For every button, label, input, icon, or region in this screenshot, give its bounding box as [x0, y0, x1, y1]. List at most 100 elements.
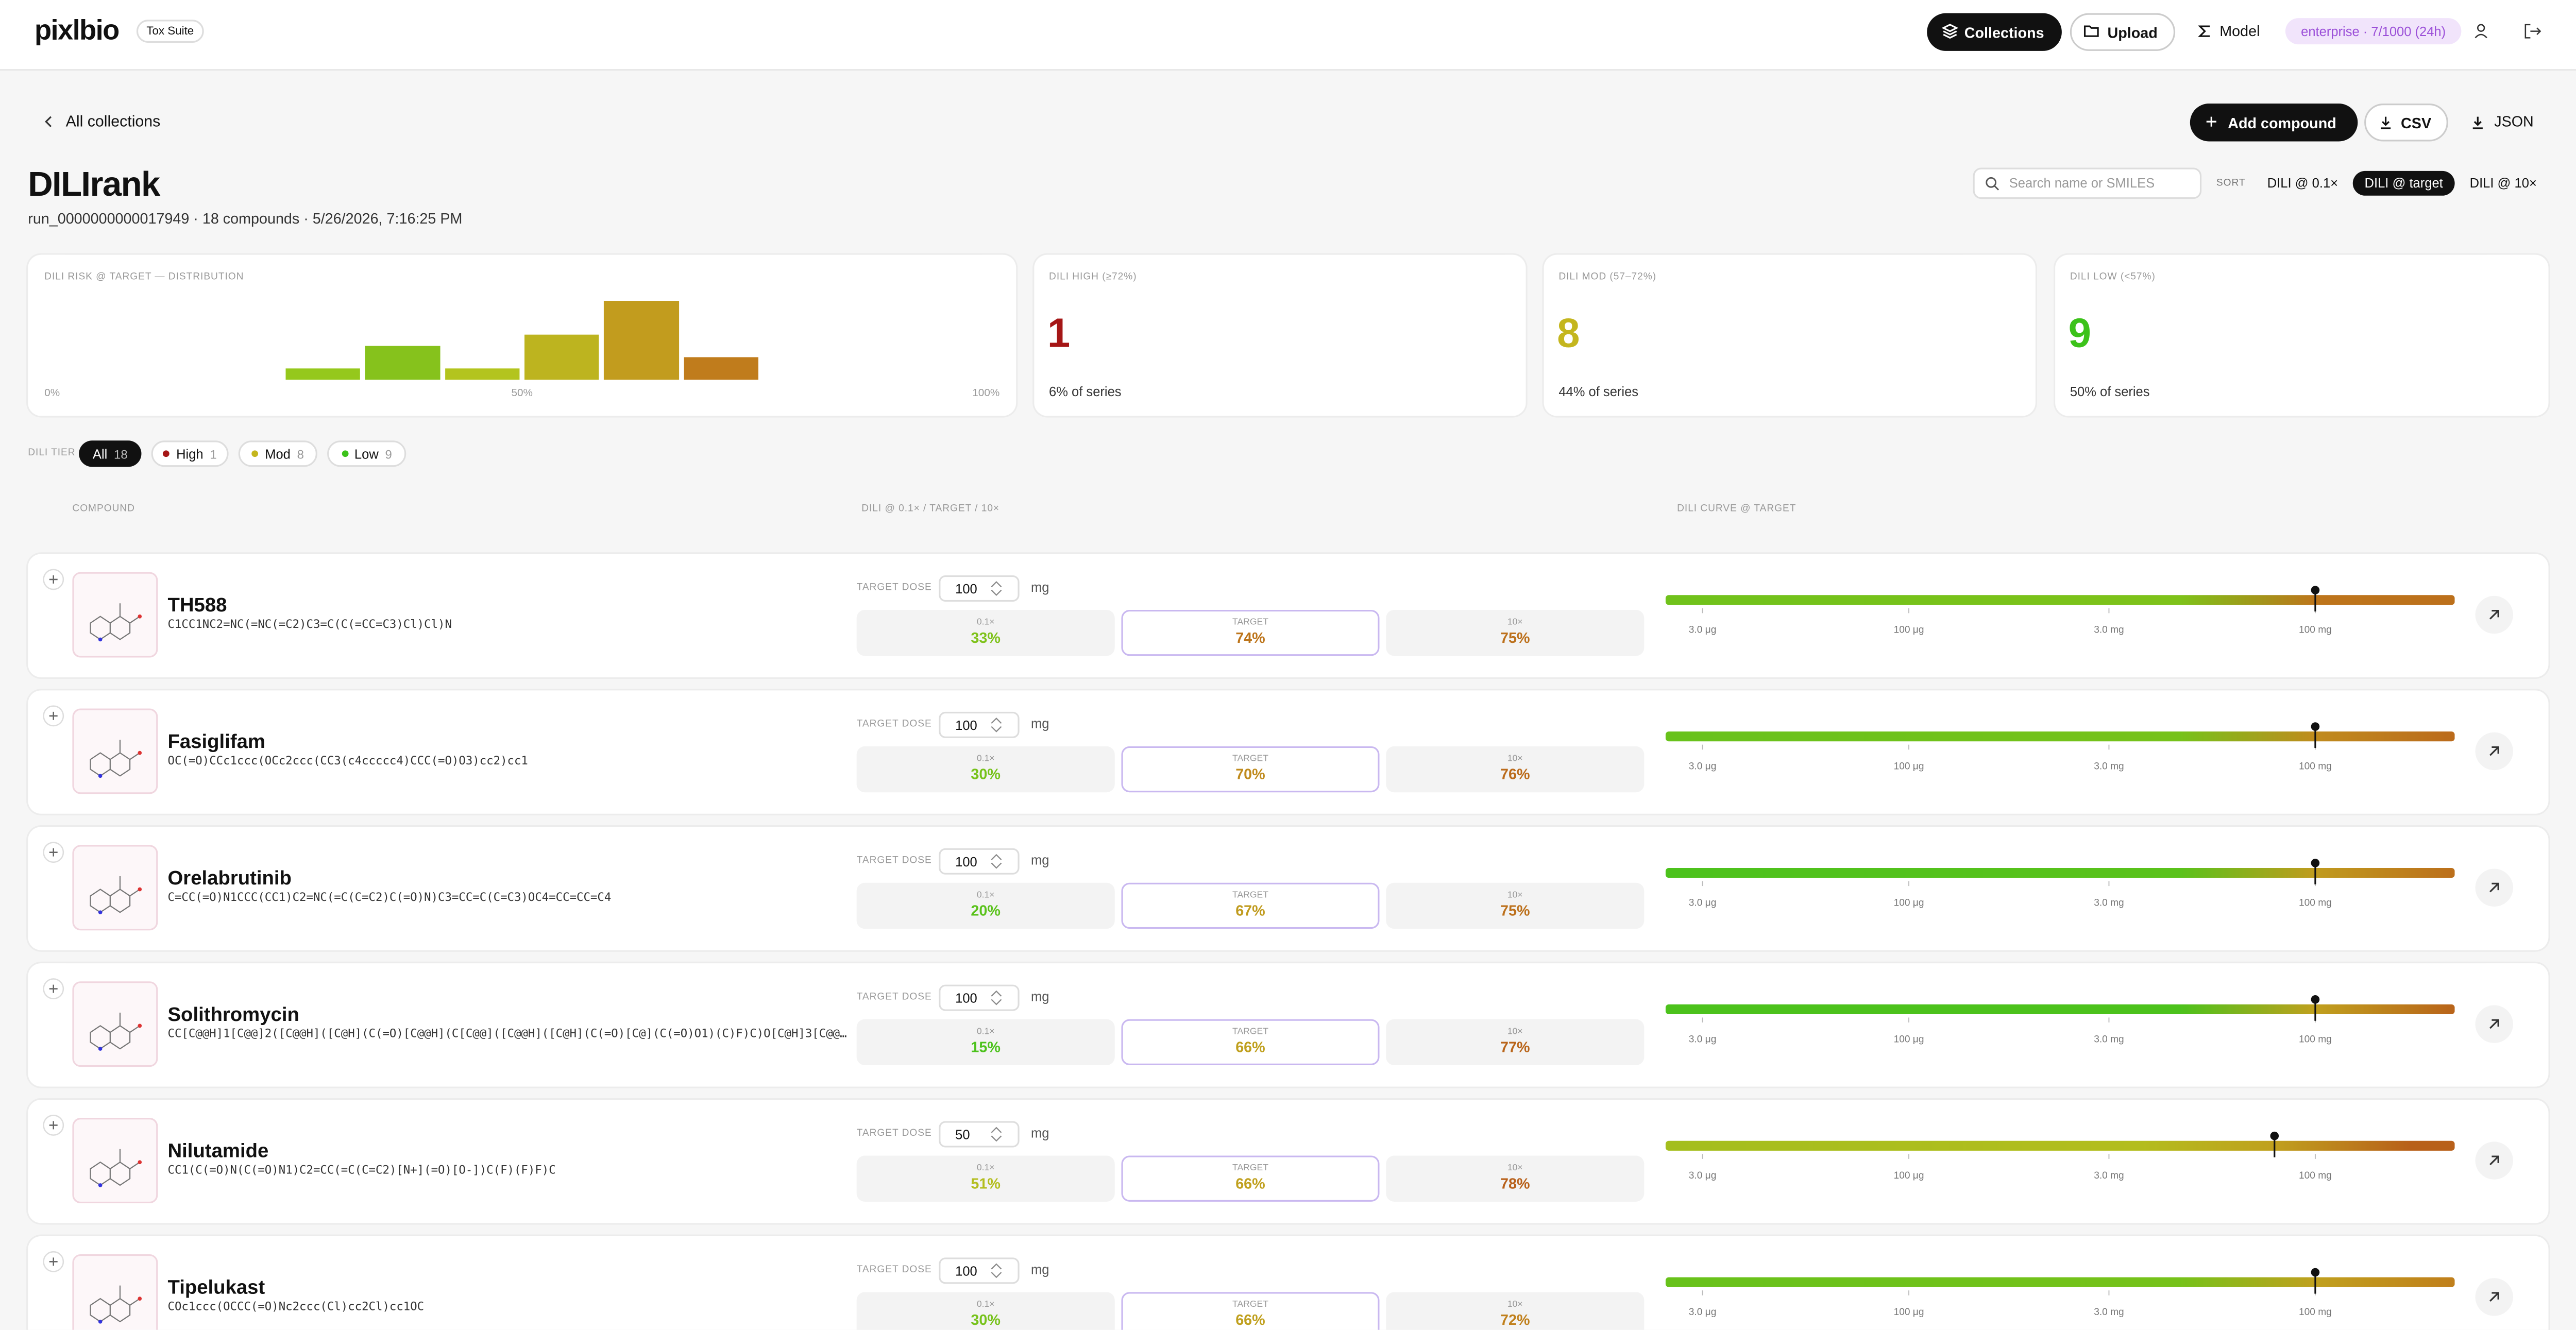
dili-cell	[1121, 882, 1380, 929]
compound-name: Fasiglifam	[167, 729, 265, 753]
add-button[interactable]	[43, 978, 64, 999]
stat-value: 8	[1557, 311, 1580, 357]
curve-bar	[1665, 1004, 2455, 1015]
dili-cell-value: 20%	[971, 902, 1001, 919]
curve-tick-label: 100 mg	[2299, 897, 2332, 908]
back-link[interactable]: All collections	[65, 113, 161, 132]
dili-cell-value: 30%	[971, 766, 1001, 783]
stepper	[991, 718, 1002, 732]
add-compound[interactable]: Add compound	[2190, 104, 2358, 142]
compound-smiles: OC(=O)CCc1ccc(OCc2ccc(CC3(c4ccccc4)CCC(=…	[167, 754, 528, 768]
column-header: DILI @ 0.1× / TARGET / 10×	[861, 504, 1000, 515]
chip-count: 1	[210, 446, 217, 462]
dili-cell-label: 10×	[1507, 618, 1523, 628]
curve-tick-label: 100 mg	[2299, 1034, 2332, 1045]
dose-value: 100	[955, 582, 977, 597]
export-csv[interactable]: CSV	[2364, 104, 2448, 142]
dose-input[interactable]: 100	[939, 1257, 1020, 1284]
open-button[interactable]	[2475, 868, 2514, 908]
open-button[interactable]	[2475, 595, 2514, 635]
atom	[138, 1024, 142, 1028]
dili-cell-label: 10×	[1507, 1300, 1523, 1310]
nav-model[interactable]: Model	[2219, 23, 2260, 40]
nav-upload[interactable]: Upload	[2070, 13, 2176, 51]
curve-tick-label: 3.0 mg	[2094, 1034, 2124, 1045]
sort-option[interactable]: DILI @ target	[2352, 170, 2455, 196]
structure-thumbnail	[72, 981, 158, 1067]
open-button[interactable]	[2475, 731, 2514, 771]
filter-chip[interactable]: High 1	[151, 440, 229, 467]
add-button[interactable]	[43, 842, 64, 863]
curve-tick-label: 100 μg	[1894, 1170, 1924, 1181]
target-marker	[2311, 995, 2320, 1004]
x-tick-label: 100%	[972, 387, 999, 399]
sort-option[interactable]: DILI @ 0.1×	[2267, 176, 2338, 191]
dose-input[interactable]: 100	[939, 984, 1020, 1011]
dose-input[interactable]: 100	[939, 575, 1020, 602]
chip-count: 8	[297, 446, 304, 462]
dose-input[interactable]: 100	[939, 711, 1020, 738]
sort-option[interactable]: DILI @ 10×	[2469, 176, 2537, 191]
dili-cell-value: 66%	[1235, 1175, 1265, 1192]
dose-input[interactable]: 50	[939, 1121, 1020, 1148]
dili-cell-value: 66%	[1235, 1311, 1265, 1328]
curve-tick-label: 100 μg	[1894, 761, 1924, 772]
chip-count: 9	[385, 446, 392, 462]
icon-search	[1986, 177, 1999, 191]
compound-smiles: CC[C@@H]1[C@@]2([C@@H]([C@H](C(=O)[C@@H]…	[167, 1027, 847, 1041]
atom	[98, 1047, 103, 1051]
stepper-arrows	[991, 990, 1002, 1005]
dili-cell	[1386, 609, 1645, 656]
add-button[interactable]	[43, 1251, 64, 1272]
compound-name: Nilutamide	[167, 1139, 269, 1163]
structure-sketch	[90, 603, 140, 640]
nav-collections[interactable]: Collections	[1927, 13, 2062, 51]
filter-chip[interactable]: Low 9	[327, 440, 406, 467]
atom	[98, 774, 103, 778]
stepper-arrows	[991, 718, 1002, 732]
add-button[interactable]	[43, 569, 64, 590]
logo[interactable]: pixlbio	[35, 14, 120, 46]
stepper	[991, 1263, 1002, 1278]
dili-cell-label: 0.1×	[976, 891, 995, 901]
atom	[138, 1297, 142, 1301]
header	[0, 0, 2576, 71]
dose-unit: mg	[1030, 1126, 1049, 1141]
curve-bar	[1665, 595, 2455, 605]
dili-cell	[856, 882, 1115, 929]
dose-label: TARGET DOSE	[856, 720, 932, 730]
stat-label: DILI MOD (57–72%)	[1558, 272, 1657, 283]
dose-value: 100	[955, 1264, 977, 1279]
histogram-bar	[445, 368, 520, 380]
dili-cell-label: 10×	[1507, 754, 1523, 764]
icon-folder	[2083, 25, 2099, 37]
dili-curve: 3.0 μg 100 μg 3.0 mg 100 mg	[1665, 995, 2455, 1045]
compound-smiles: C=CC(=O)N1CCC(CC1)C2=NC(=C(C=C2)C(=O)N)C…	[167, 891, 612, 905]
compound-name: Tipelukast	[167, 1275, 265, 1299]
search-box[interactable]	[1973, 167, 2202, 199]
icon-user-logout[interactable]	[2473, 23, 2545, 40]
curve-tick-label: 3.0 mg	[2094, 897, 2124, 908]
stat-note: 50% of series	[2070, 384, 2150, 400]
structure-sketch	[90, 1012, 140, 1050]
dili-cell-value: 66%	[1235, 1038, 1265, 1055]
open-icon	[2489, 746, 2499, 756]
structure-thumbnail	[72, 1118, 158, 1204]
export-json[interactable]: JSON	[2494, 113, 2534, 130]
open-button[interactable]	[2475, 1004, 2514, 1044]
icon-back	[45, 116, 52, 127]
open-button[interactable]	[2475, 1277, 2514, 1317]
dose-label: TARGET DOSE	[856, 993, 932, 1003]
curve-tick-label: 3.0 mg	[2094, 761, 2124, 772]
dili-cell	[856, 1019, 1115, 1065]
add-button[interactable]	[43, 705, 64, 727]
open-button[interactable]	[2475, 1141, 2514, 1181]
filter-chip[interactable]: Mod 8	[238, 440, 317, 467]
add-button[interactable]	[43, 1115, 64, 1136]
dili-cell-value: 51%	[971, 1175, 1001, 1192]
curve-tick-label: 3.0 mg	[2094, 1307, 2124, 1318]
dose-input[interactable]: 100	[939, 848, 1020, 875]
stat-label: DILI HIGH (≥72%)	[1049, 272, 1137, 283]
filter-chip[interactable]: All 18	[79, 440, 142, 467]
distribution-title: DILI RISK @ TARGET — DISTRIBUTION	[44, 272, 244, 283]
